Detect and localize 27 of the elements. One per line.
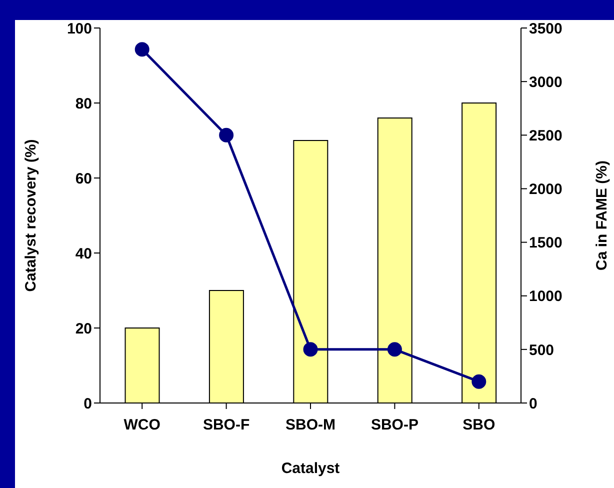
y2-tick-label: 0	[529, 395, 538, 412]
x-tick-label: WCO	[124, 416, 161, 434]
y-axis-title: Catalyst recovery (%)	[22, 139, 40, 292]
point	[134, 42, 150, 57]
y2-tick-label: 500	[529, 342, 554, 359]
point	[219, 128, 234, 142]
y2-tick-label: 1500	[529, 234, 562, 252]
y-tick-label: 20	[75, 320, 92, 338]
x-tick-label: SBO-F	[202, 416, 250, 434]
y2-tick-label: 2500	[529, 127, 562, 144]
point	[303, 342, 318, 357]
y-tick-label: 0	[84, 395, 92, 412]
y2-tick-label: 3000	[529, 74, 562, 91]
y2-tick-label: 3500	[529, 20, 562, 38]
x-tick-label: SBO-P	[370, 416, 418, 434]
x-axis-title: Catalyst	[281, 460, 340, 477]
point	[472, 374, 486, 389]
x-tick-label: SBO-M	[286, 416, 336, 434]
y2-tick-label: 2000	[529, 181, 562, 198]
x-tick-label: SBO	[462, 416, 496, 434]
y2-tick-label: 1000	[529, 288, 562, 306]
y-tick-label: 40	[75, 245, 92, 262]
y-tick-label: 80	[75, 95, 92, 112]
point	[387, 342, 402, 357]
y2-axis-title: Ca in FAME (%)	[593, 160, 610, 271]
y-tick-label: 60	[75, 170, 92, 188]
y-tick-label: 100	[66, 20, 92, 38]
